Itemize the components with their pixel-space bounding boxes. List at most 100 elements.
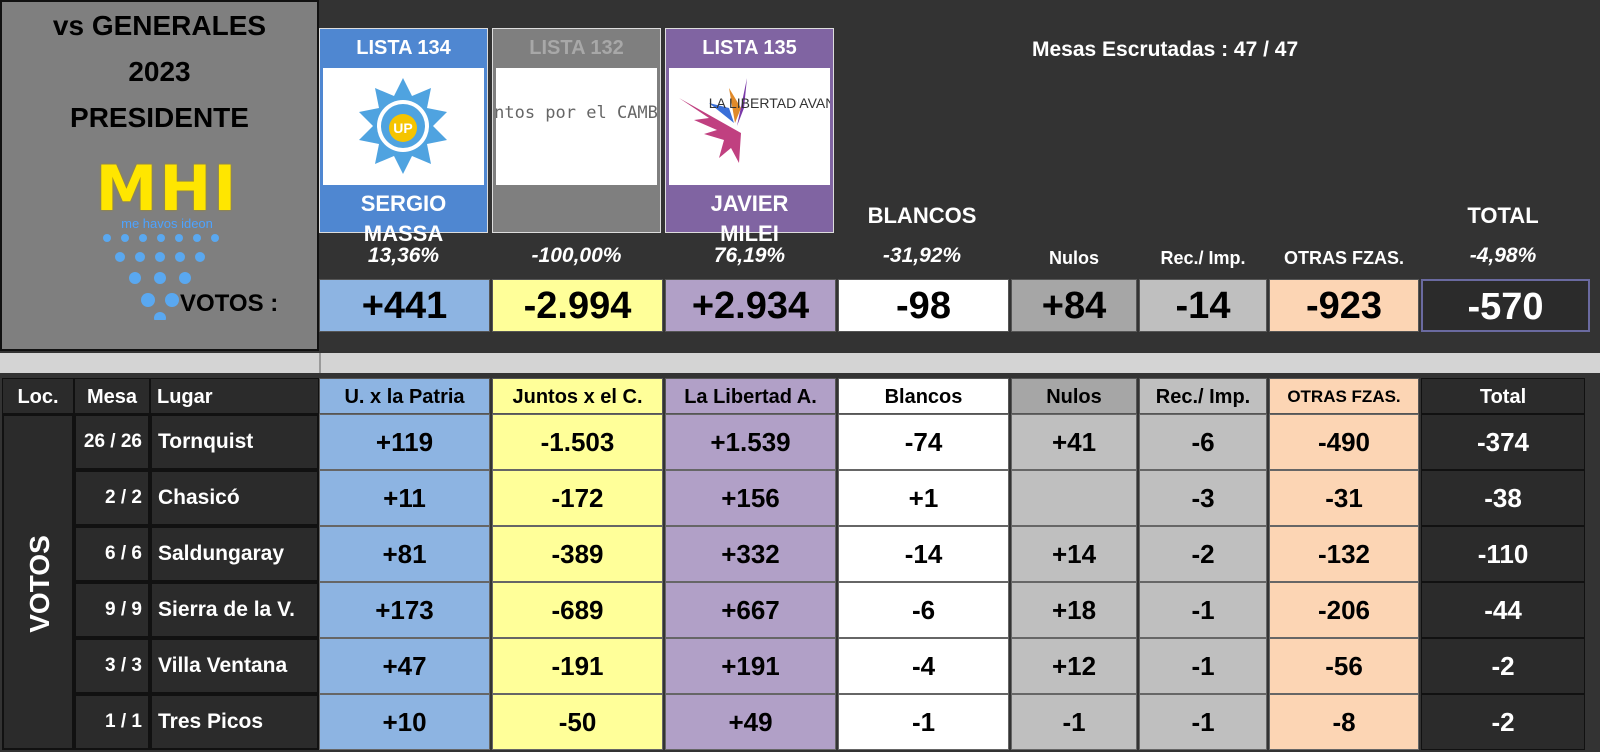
juntos-logo: Juntos por el CAMBIO (496, 68, 657, 185)
row-juntos: -689 (492, 582, 663, 638)
row-lugar: Tres Picos (150, 694, 319, 750)
row-blancos: -14 (838, 526, 1009, 582)
mhi-logo-text: MHI (95, 152, 239, 225)
row-nulos: -1 (1011, 694, 1137, 750)
row-blancos: +1 (838, 470, 1009, 526)
row-libertad: +191 (665, 638, 836, 694)
libertad-logo-text: LA LIBERTAD AVANZA (709, 95, 830, 111)
row-up: +47 (319, 638, 490, 694)
row-juntos: -1.503 (492, 414, 663, 470)
votes-juntos: -2.994 (492, 279, 663, 332)
blancos-header: BLANCOS (867, 203, 977, 228)
row-libertad: +156 (665, 470, 836, 526)
row-mesa: 26 / 26 (74, 414, 150, 470)
otras-header: OTRAS FZAS. (1284, 248, 1404, 268)
votes-total: -570 (1421, 279, 1590, 332)
row-up: +11 (319, 470, 490, 526)
eagle-icon: LA LIBERTAD AVANZA (679, 78, 830, 163)
row-mesa: 1 / 1 (74, 694, 150, 750)
col-header-juntos: Juntos x el C. (492, 378, 663, 414)
loc-votos-cell: VOTOS (2, 414, 74, 750)
row-nulos (1011, 470, 1137, 526)
votos-label: VOTOS : (180, 290, 279, 317)
candidate-milei-last: MILEI (720, 221, 779, 246)
votes-rec-imp: -14 (1139, 279, 1267, 332)
row-total: -2 (1421, 638, 1585, 694)
row-rec-imp: -2 (1139, 526, 1267, 582)
row-lugar: Sierra de la V. (150, 582, 319, 638)
col-header-blancos: Blancos (838, 378, 1009, 414)
row-lugar: Villa Ventana (150, 638, 319, 694)
col-header-total: Total (1421, 378, 1585, 414)
row-libertad: +332 (665, 526, 836, 582)
pct-blancos: -31,92% (882, 244, 962, 267)
row-libertad: +49 (665, 694, 836, 750)
card-lista-132: LISTA 132 Juntos por el CAMBIO (492, 28, 661, 233)
card-lista-134: LISTA 134 UP SERGIO MASSA (319, 28, 488, 246)
row-up: +10 (319, 694, 490, 750)
row-up: +81 (319, 526, 490, 582)
row-lugar: Saldungaray (150, 526, 319, 582)
col-header-lugar: Lugar (150, 378, 319, 414)
card-lista-135: LISTA 135 LA LIBERTAD AVANZA JAVIER MILE… (665, 28, 834, 246)
col-header-up: U. x la Patria (319, 378, 490, 414)
row-blancos: -4 (838, 638, 1009, 694)
up-logo: UP (323, 68, 484, 185)
row-mesa: 9 / 9 (74, 582, 150, 638)
row-libertad: +1.539 (665, 414, 836, 470)
row-rec-imp: -1 (1139, 582, 1267, 638)
row-total: -44 (1421, 582, 1585, 638)
mhi-logo-tagline: me havos ideon (121, 216, 213, 231)
row-nulos: +18 (1011, 582, 1137, 638)
candidate-massa-first: SERGIO (360, 191, 447, 216)
col-header-loc: Loc. (2, 378, 74, 414)
separator-divider (319, 353, 321, 373)
row-mesa: 6 / 6 (74, 526, 150, 582)
row-lugar: Tornquist (150, 414, 319, 470)
col-header-libertad: La Libertad A. (665, 378, 836, 414)
juntos-logo-text: Juntos por el CAMBIO (496, 103, 657, 123)
row-rec-imp: -1 (1139, 638, 1267, 694)
up-logo-text: UP (393, 120, 412, 136)
row-up: +119 (319, 414, 490, 470)
title-line-1: vs GENERALES (52, 10, 267, 41)
candidate-milei: JAVIER MILEI (666, 189, 833, 249)
row-mesa: 2 / 2 (74, 470, 150, 526)
pct-juntos: -100,00% (531, 244, 622, 267)
votes-blancos: -98 (838, 279, 1009, 332)
row-rec-imp: -6 (1139, 414, 1267, 470)
lista-132-label: LISTA 132 (529, 37, 624, 59)
separator-band (0, 353, 1600, 373)
row-total: -2 (1421, 694, 1585, 750)
row-rec-imp: -3 (1139, 470, 1267, 526)
col-header-mesa: Mesa (74, 378, 150, 414)
total-header: TOTAL (1467, 203, 1539, 228)
row-otras: -206 (1269, 582, 1419, 638)
row-otras: -490 (1269, 414, 1419, 470)
row-up: +173 (319, 582, 490, 638)
row-blancos: -6 (838, 582, 1009, 638)
row-nulos: +12 (1011, 638, 1137, 694)
row-mesa: 3 / 3 (74, 638, 150, 694)
side-votos-label: VOTOS (24, 535, 55, 633)
row-rec-imp: -1 (1139, 694, 1267, 750)
lista-134-label: LISTA 134 (356, 37, 451, 59)
pct-massa: 13,36% (367, 244, 440, 267)
candidate-massa: SERGIO MASSA (320, 189, 487, 249)
votes-otras: -923 (1269, 279, 1419, 332)
col-header-nulos: Nulos (1011, 378, 1137, 414)
mhi-logo: MHI me havos ideon (92, 152, 242, 322)
row-juntos: -50 (492, 694, 663, 750)
row-otras: -56 (1269, 638, 1419, 694)
mesas-escrutadas: Mesas Escrutadas : 47 / 47 (1032, 38, 1299, 61)
pct-milei: 76,19% (713, 244, 786, 267)
up-sun-icon: UP (359, 78, 447, 174)
juntos-logo-graphic: Juntos por el CAMBIO (496, 103, 657, 123)
row-lugar: Chasicó (150, 470, 319, 526)
row-blancos: -74 (838, 414, 1009, 470)
row-juntos: -191 (492, 638, 663, 694)
libertad-logo: LA LIBERTAD AVANZA (669, 68, 830, 185)
votes-massa: +441 (319, 279, 490, 332)
row-nulos: +14 (1011, 526, 1137, 582)
nulos-header: Nulos (1048, 248, 1099, 268)
